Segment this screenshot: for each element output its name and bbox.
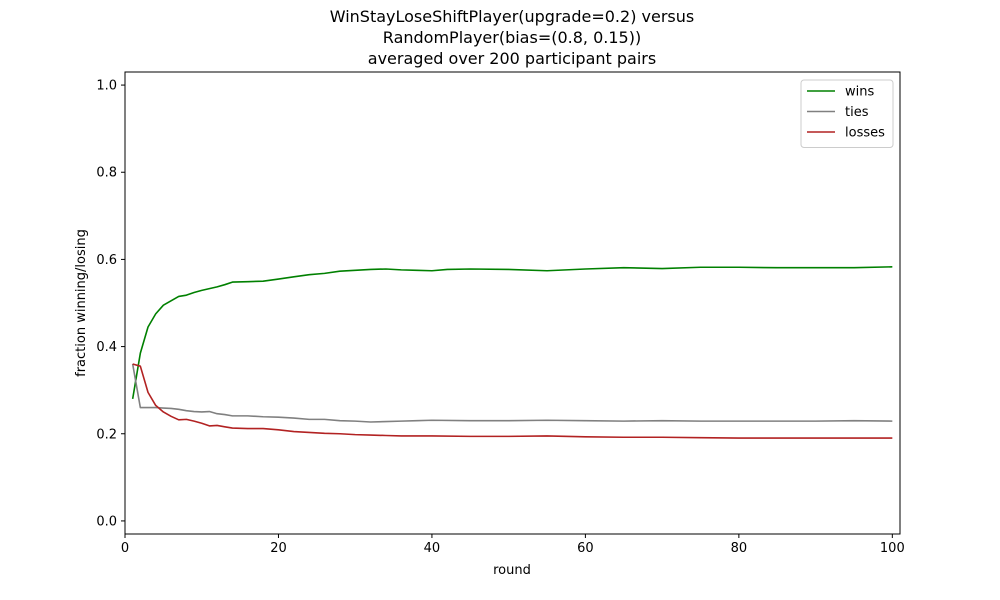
axes-frame (124, 71, 901, 535)
y-tick-label: 0.4 (96, 340, 117, 355)
chart-title: WinStayLoseShiftPlayer(upgrade=0.2) vers… (330, 7, 694, 68)
y-tick-label: 1.0 (96, 79, 117, 94)
x-tick-label: 100 (880, 541, 905, 556)
legend-label-wins: wins (845, 85, 874, 100)
y-axis-label: fraction winning/losing (74, 229, 89, 377)
y-tick-label: 0.2 (96, 427, 117, 442)
title-line-2: RandomPlayer(bias=(0.8, 0.15)) (383, 28, 641, 47)
title-line-3: averaged over 200 participant pairs (368, 49, 656, 68)
x-axis-label: round (493, 563, 531, 578)
legend: wins ties losses (800, 79, 894, 148)
x-tick-label: 60 (577, 541, 594, 556)
series-line-wins (131, 266, 893, 400)
series-line-losses (132, 363, 893, 439)
y-tick-label: 0.6 (96, 253, 117, 268)
x-tick-label: 40 (424, 541, 441, 556)
y-tick-label: 0.8 (96, 166, 117, 181)
legend-box (800, 79, 894, 148)
x-tick-label: 20 (270, 541, 287, 556)
legend-label-ties: ties (845, 105, 869, 120)
y-tick-label: 0.0 (96, 514, 117, 529)
series-line-ties (131, 363, 893, 423)
x-tick-label: 80 (731, 541, 748, 556)
title-line-1: WinStayLoseShiftPlayer(upgrade=0.2) vers… (330, 7, 694, 26)
x-tick-label: 0 (121, 541, 129, 556)
legend-label-losses: losses (845, 126, 885, 141)
plot-area: 0 20 40 60 80 100 0.0 0.2 0.4 0.6 0.8 1.0 (96, 71, 905, 556)
